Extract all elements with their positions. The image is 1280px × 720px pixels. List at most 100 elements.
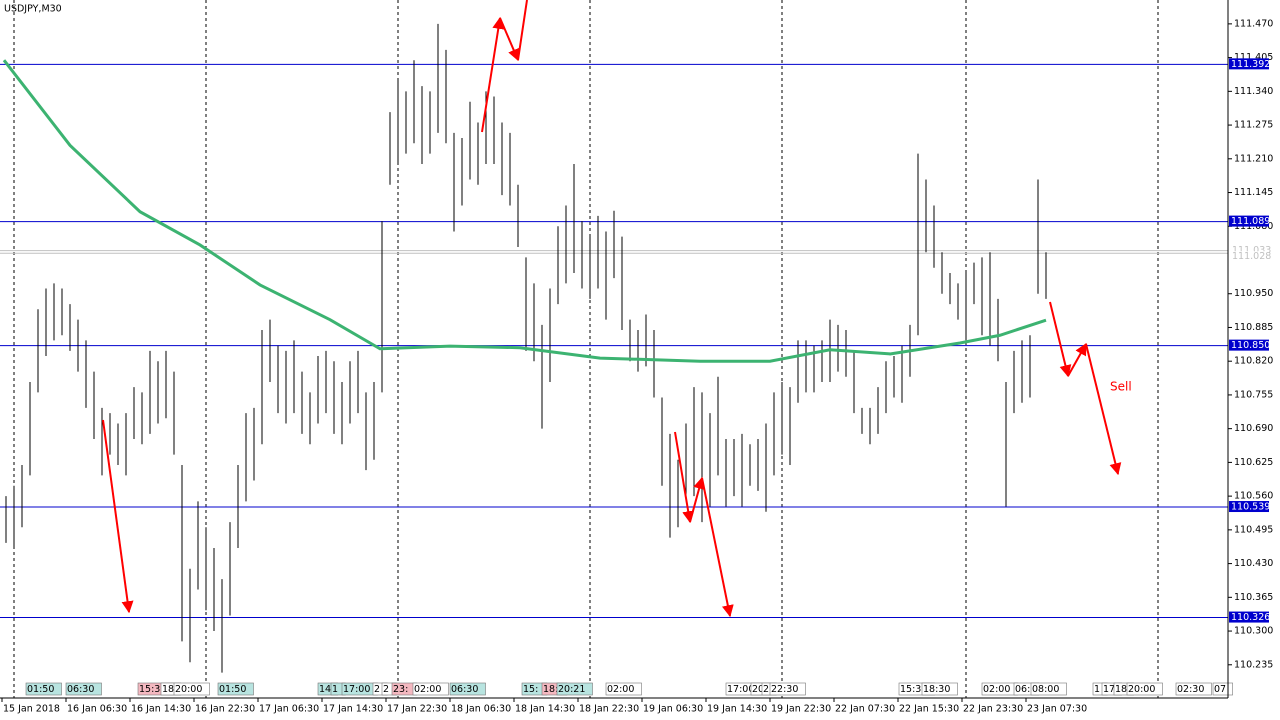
arrow (481, 16, 505, 133)
arrow (1085, 343, 1122, 476)
level-label-bg (1229, 58, 1269, 70)
y-tick-label: 111.340 (1234, 86, 1273, 97)
arrow (517, 0, 528, 61)
event-label: 02:00 (983, 684, 1010, 695)
event-label-bg (65, 682, 102, 696)
event-label-bg (921, 682, 958, 696)
price-label: 111.028 (1232, 251, 1271, 262)
x-tick-label: 19 Jan 14:30 (707, 704, 767, 715)
x-tick-label: 18 Jan 14:30 (515, 704, 575, 715)
event-label: 22:30 (771, 684, 798, 695)
x-tick-label: 17 Jan 22:30 (387, 704, 447, 715)
y-tick-label: 110.820 (1234, 356, 1273, 367)
level-label-bg (1229, 215, 1269, 227)
y-tick-label: 110.235 (1234, 659, 1273, 670)
event-label: 02:30 (1177, 684, 1204, 695)
x-tick-label: 22 Jan 07:30 (835, 704, 895, 715)
event-label: 1 (332, 684, 338, 695)
chart-title: USDJPY,M30 (4, 4, 62, 15)
level-label: 110.539 (1231, 502, 1270, 513)
event-label-bg (25, 682, 62, 696)
annotation: Sell (1110, 380, 1132, 394)
level-label: 111.089 (1231, 216, 1270, 227)
event-label: 20:00 (175, 684, 202, 695)
arrow (1049, 301, 1072, 378)
event-label: 06: (1015, 684, 1030, 695)
price-label-bg (1229, 245, 1269, 255)
y-tick-label: 110.430 (1234, 558, 1273, 569)
x-tick-label: 17 Jan 14:30 (323, 704, 383, 715)
event-label: 18:30 (923, 684, 950, 695)
event-label-bg (449, 682, 486, 696)
y-tick-label: 110.690 (1234, 423, 1273, 434)
y-tick-label: 110.885 (1234, 322, 1273, 333)
event-label: 01:50 (219, 684, 246, 695)
event-label: 02:00 (607, 684, 634, 695)
x-tick-label: 15 Jan 2018 (3, 704, 60, 715)
event-label-bg (1126, 682, 1163, 696)
event-label-bg (173, 682, 210, 696)
y-tick-label: 110.625 (1234, 457, 1273, 468)
event-label: 18 (1115, 684, 1127, 695)
event-label: 01:50 (27, 684, 54, 695)
event-label: 17:00 (727, 684, 754, 695)
event-label: 1 (1094, 684, 1100, 695)
event-label-bg (412, 682, 449, 696)
event-label: 07 (1214, 684, 1226, 695)
x-tick-label: 16 Jan 14:30 (131, 704, 191, 715)
y-tick-label: 111.210 (1234, 153, 1273, 164)
arrow (102, 419, 134, 614)
x-tick-label: 16 Jan 22:30 (195, 704, 255, 715)
event-label: 18 (162, 684, 174, 695)
y-tick-label: 111.275 (1234, 120, 1273, 131)
x-tick-label: 18 Jan 06:30 (451, 704, 511, 715)
price-label: 111.033 (1232, 245, 1271, 256)
event-label: 2 (763, 684, 769, 695)
arrow (689, 476, 705, 523)
y-tick-label: 111.470 (1234, 18, 1273, 29)
event-label: 2 (374, 684, 380, 695)
event-label: 15: (523, 684, 538, 695)
arrow (1067, 342, 1087, 377)
x-tick-label: 16 Jan 06:30 (67, 704, 127, 715)
arrows (102, 0, 1122, 618)
event-label: 2 (383, 684, 389, 695)
event-label: 15:30 (900, 684, 927, 695)
event-label: 02:00 (414, 684, 441, 695)
y-tick-label: 110.495 (1234, 524, 1273, 535)
event-label: 15:30 (139, 684, 166, 695)
x-tick-label: 19 Jan 06:30 (643, 704, 703, 715)
x-tick-label: 23 Jan 07:30 (1027, 704, 1087, 715)
event-label: 14 (319, 684, 331, 695)
level-label: 110.850 (1231, 340, 1270, 351)
event-label: 06:30 (451, 684, 478, 695)
price-label-bg (1229, 251, 1269, 261)
event-label: 20:00 (1128, 684, 1155, 695)
event-label: 08:00 (1032, 684, 1059, 695)
event-label: 17:00 (343, 684, 370, 695)
level-label-bg (1229, 611, 1269, 623)
level-label-bg (1229, 501, 1269, 513)
event-label: 17 (1103, 684, 1115, 695)
event-label: 20:21 (558, 684, 585, 695)
y-tick-label: 110.755 (1234, 389, 1273, 400)
event-label: 23: (393, 684, 408, 695)
x-tick-label: 17 Jan 06:30 (259, 704, 319, 715)
event-label-bg (1175, 682, 1212, 696)
event-label: 20 (752, 684, 764, 695)
arrow (701, 477, 734, 618)
y-tick-label: 110.365 (1234, 592, 1273, 603)
event-label: 06:30 (67, 684, 94, 695)
y-tick-label: 111.405 (1234, 52, 1273, 63)
level-label-bg (1229, 339, 1269, 351)
y-tick-label: 110.560 (1234, 491, 1273, 502)
level-label: 110.326 (1231, 612, 1270, 623)
event-label-bg (556, 682, 593, 696)
moving-average (2, 59, 1047, 363)
level-label: 111.392 (1231, 59, 1270, 70)
y-tick-label: 110.300 (1234, 626, 1273, 637)
x-tick-label: 19 Jan 22:30 (771, 704, 831, 715)
arrow (499, 17, 520, 62)
